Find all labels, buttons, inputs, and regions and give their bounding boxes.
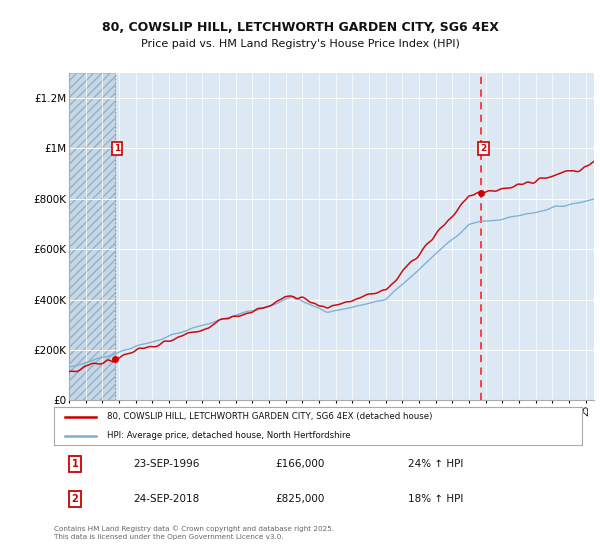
Text: Price paid vs. HM Land Registry's House Price Index (HPI): Price paid vs. HM Land Registry's House … <box>140 39 460 49</box>
Text: 2: 2 <box>72 494 79 504</box>
Text: 23-SEP-1996: 23-SEP-1996 <box>133 459 200 469</box>
Text: HPI: Average price, detached house, North Hertfordshire: HPI: Average price, detached house, Nort… <box>107 431 350 440</box>
Bar <box>69 73 115 400</box>
Text: 18% ↑ HPI: 18% ↑ HPI <box>408 494 463 504</box>
Text: 24% ↑ HPI: 24% ↑ HPI <box>408 459 463 469</box>
Text: 2: 2 <box>481 144 487 153</box>
Text: £166,000: £166,000 <box>276 459 325 469</box>
Text: 1: 1 <box>72 459 79 469</box>
Text: 1: 1 <box>114 144 120 153</box>
Text: £825,000: £825,000 <box>276 494 325 504</box>
Text: 24-SEP-2018: 24-SEP-2018 <box>133 494 199 504</box>
Text: 80, COWSLIP HILL, LETCHWORTH GARDEN CITY, SG6 4EX (detached house): 80, COWSLIP HILL, LETCHWORTH GARDEN CITY… <box>107 412 432 421</box>
Text: Contains HM Land Registry data © Crown copyright and database right 2025.
This d: Contains HM Land Registry data © Crown c… <box>54 525 334 540</box>
Bar <box>69 73 115 400</box>
Text: 80, COWSLIP HILL, LETCHWORTH GARDEN CITY, SG6 4EX: 80, COWSLIP HILL, LETCHWORTH GARDEN CITY… <box>101 21 499 34</box>
